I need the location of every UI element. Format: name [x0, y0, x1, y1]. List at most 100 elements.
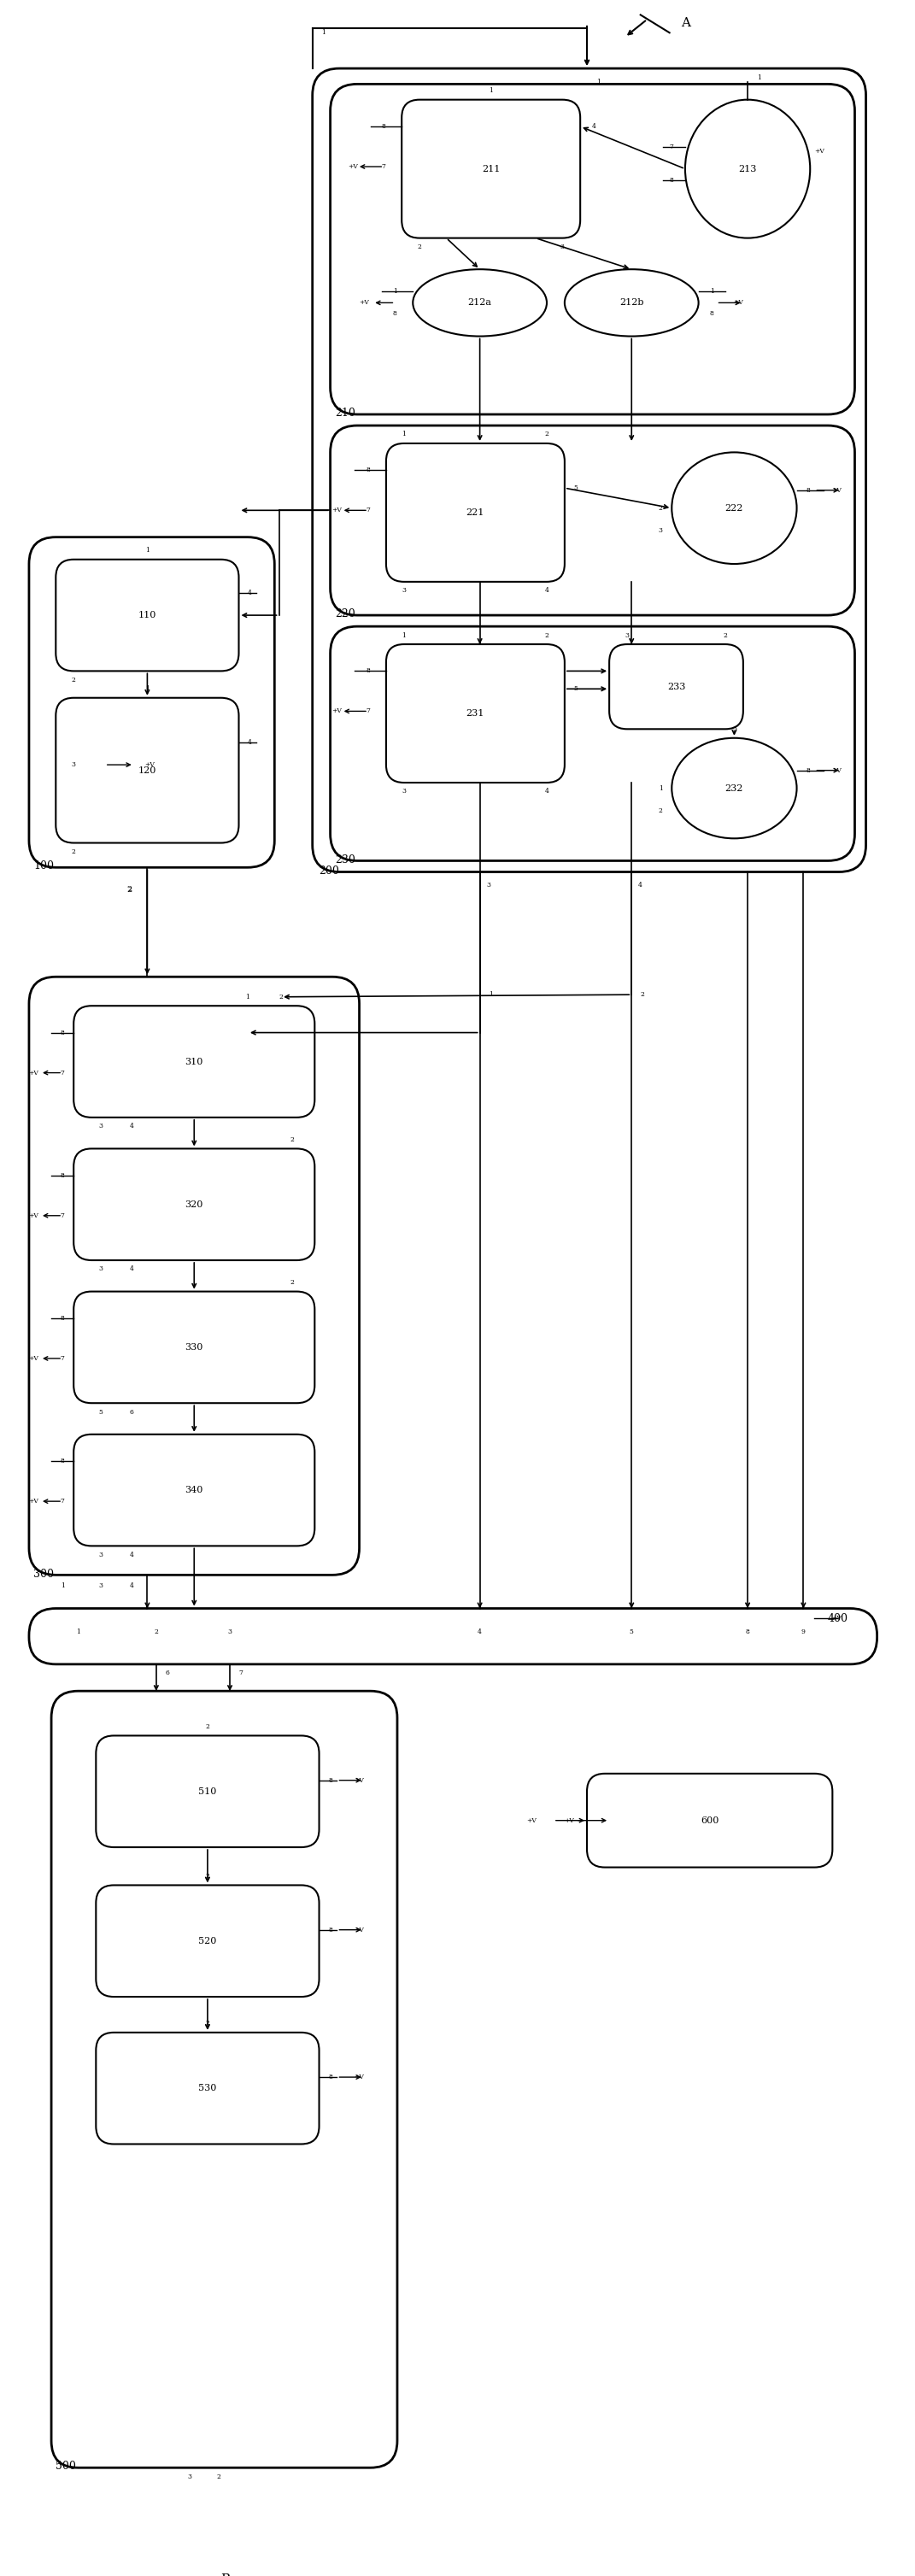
Text: 110: 110 [138, 611, 156, 618]
Text: 7: 7 [366, 507, 371, 513]
Text: 212a: 212a [468, 299, 491, 307]
Text: 2: 2 [206, 1873, 210, 1880]
Text: 1: 1 [145, 546, 149, 554]
Text: 231: 231 [467, 708, 484, 719]
Text: 2: 2 [217, 2473, 221, 2481]
Text: 4: 4 [130, 1582, 134, 1589]
Text: 3: 3 [188, 2473, 192, 2481]
Text: +V: +V [526, 1816, 536, 1824]
Text: 220: 220 [335, 608, 355, 621]
Text: 8: 8 [393, 312, 397, 317]
Text: +V: +V [354, 1777, 364, 1783]
Ellipse shape [565, 270, 698, 337]
FancyBboxPatch shape [587, 1775, 833, 1868]
Text: 4: 4 [544, 587, 549, 595]
Text: 2: 2 [290, 1280, 295, 1285]
Text: B: B [221, 2573, 231, 2576]
Text: 2: 2 [659, 806, 662, 814]
Text: 8: 8 [710, 312, 714, 317]
FancyBboxPatch shape [386, 644, 565, 783]
FancyBboxPatch shape [330, 85, 855, 415]
Text: 2: 2 [206, 2020, 210, 2027]
Text: 210: 210 [335, 407, 355, 420]
Text: 211: 211 [482, 165, 501, 173]
Text: 2: 2 [154, 1628, 158, 1636]
Text: 3: 3 [402, 587, 406, 595]
Text: +V: +V [359, 299, 369, 307]
FancyBboxPatch shape [29, 538, 274, 868]
Text: 2: 2 [206, 1723, 210, 1731]
Text: +V: +V [564, 1816, 574, 1824]
Text: 1: 1 [710, 289, 714, 296]
Text: 530: 530 [199, 2084, 217, 2092]
Text: 1: 1 [757, 75, 761, 80]
Text: 5: 5 [98, 1409, 102, 1414]
Text: 3: 3 [732, 726, 737, 732]
Text: 3: 3 [487, 881, 490, 889]
Text: 2: 2 [640, 992, 645, 997]
Text: 7: 7 [239, 1669, 243, 1677]
FancyBboxPatch shape [29, 1607, 877, 1664]
Text: +V: +V [348, 162, 358, 170]
Text: 7: 7 [60, 1069, 65, 1077]
Text: 2: 2 [71, 677, 76, 683]
Text: 2: 2 [417, 245, 422, 250]
Text: 4: 4 [248, 590, 252, 595]
Text: 300: 300 [34, 1569, 54, 1579]
Text: 2: 2 [127, 886, 132, 894]
Text: 8: 8 [670, 178, 673, 183]
Text: 8: 8 [806, 768, 810, 773]
FancyBboxPatch shape [96, 1736, 319, 1847]
Text: +V: +V [28, 1355, 38, 1363]
Text: +V: +V [332, 507, 342, 513]
Text: 1: 1 [402, 631, 406, 639]
Text: 8: 8 [382, 124, 386, 129]
Text: 320: 320 [185, 1200, 203, 1208]
FancyBboxPatch shape [386, 443, 565, 582]
Text: 2: 2 [290, 1136, 295, 1144]
Text: 221: 221 [467, 507, 484, 518]
Text: 8: 8 [60, 1314, 65, 1321]
Ellipse shape [672, 453, 797, 564]
Text: 8: 8 [60, 1458, 65, 1466]
Text: 2: 2 [544, 430, 549, 438]
Text: +V: +V [28, 1497, 38, 1504]
Text: 230: 230 [335, 855, 355, 866]
Text: 7: 7 [366, 708, 371, 714]
Text: A: A [681, 18, 690, 28]
Text: 8: 8 [328, 1777, 332, 1783]
Text: 1: 1 [596, 77, 600, 85]
FancyBboxPatch shape [73, 1005, 315, 1118]
Text: 1: 1 [489, 992, 493, 997]
Text: 4: 4 [130, 1265, 134, 1273]
Text: +V: +V [354, 1927, 364, 1932]
Text: 8: 8 [328, 2074, 332, 2081]
Text: 400: 400 [827, 1613, 848, 1623]
Text: 7: 7 [670, 144, 673, 149]
Text: 1: 1 [76, 1628, 81, 1636]
Text: 2: 2 [659, 505, 662, 513]
Text: 6: 6 [166, 1669, 169, 1677]
Text: 232: 232 [725, 783, 743, 793]
Text: 2: 2 [279, 994, 284, 999]
Text: 310: 310 [185, 1056, 203, 1066]
FancyBboxPatch shape [609, 644, 743, 729]
Text: +V: +V [354, 2074, 364, 2081]
Text: 8: 8 [746, 1628, 749, 1636]
Text: +V: +V [28, 1069, 38, 1077]
Text: 200: 200 [319, 866, 339, 876]
FancyBboxPatch shape [51, 1690, 397, 2468]
Text: 4: 4 [130, 1551, 134, 1558]
Text: 120: 120 [138, 765, 156, 775]
Text: 3: 3 [625, 631, 630, 639]
Text: 4: 4 [592, 124, 596, 129]
Text: 8: 8 [366, 667, 371, 675]
Text: 3: 3 [98, 1265, 102, 1273]
FancyBboxPatch shape [96, 2032, 319, 2143]
Text: 3: 3 [98, 1123, 102, 1131]
Text: 8: 8 [60, 1030, 65, 1036]
FancyBboxPatch shape [330, 626, 855, 860]
Text: 4: 4 [478, 1628, 482, 1636]
FancyBboxPatch shape [73, 1435, 315, 1546]
Text: 1: 1 [145, 685, 149, 693]
